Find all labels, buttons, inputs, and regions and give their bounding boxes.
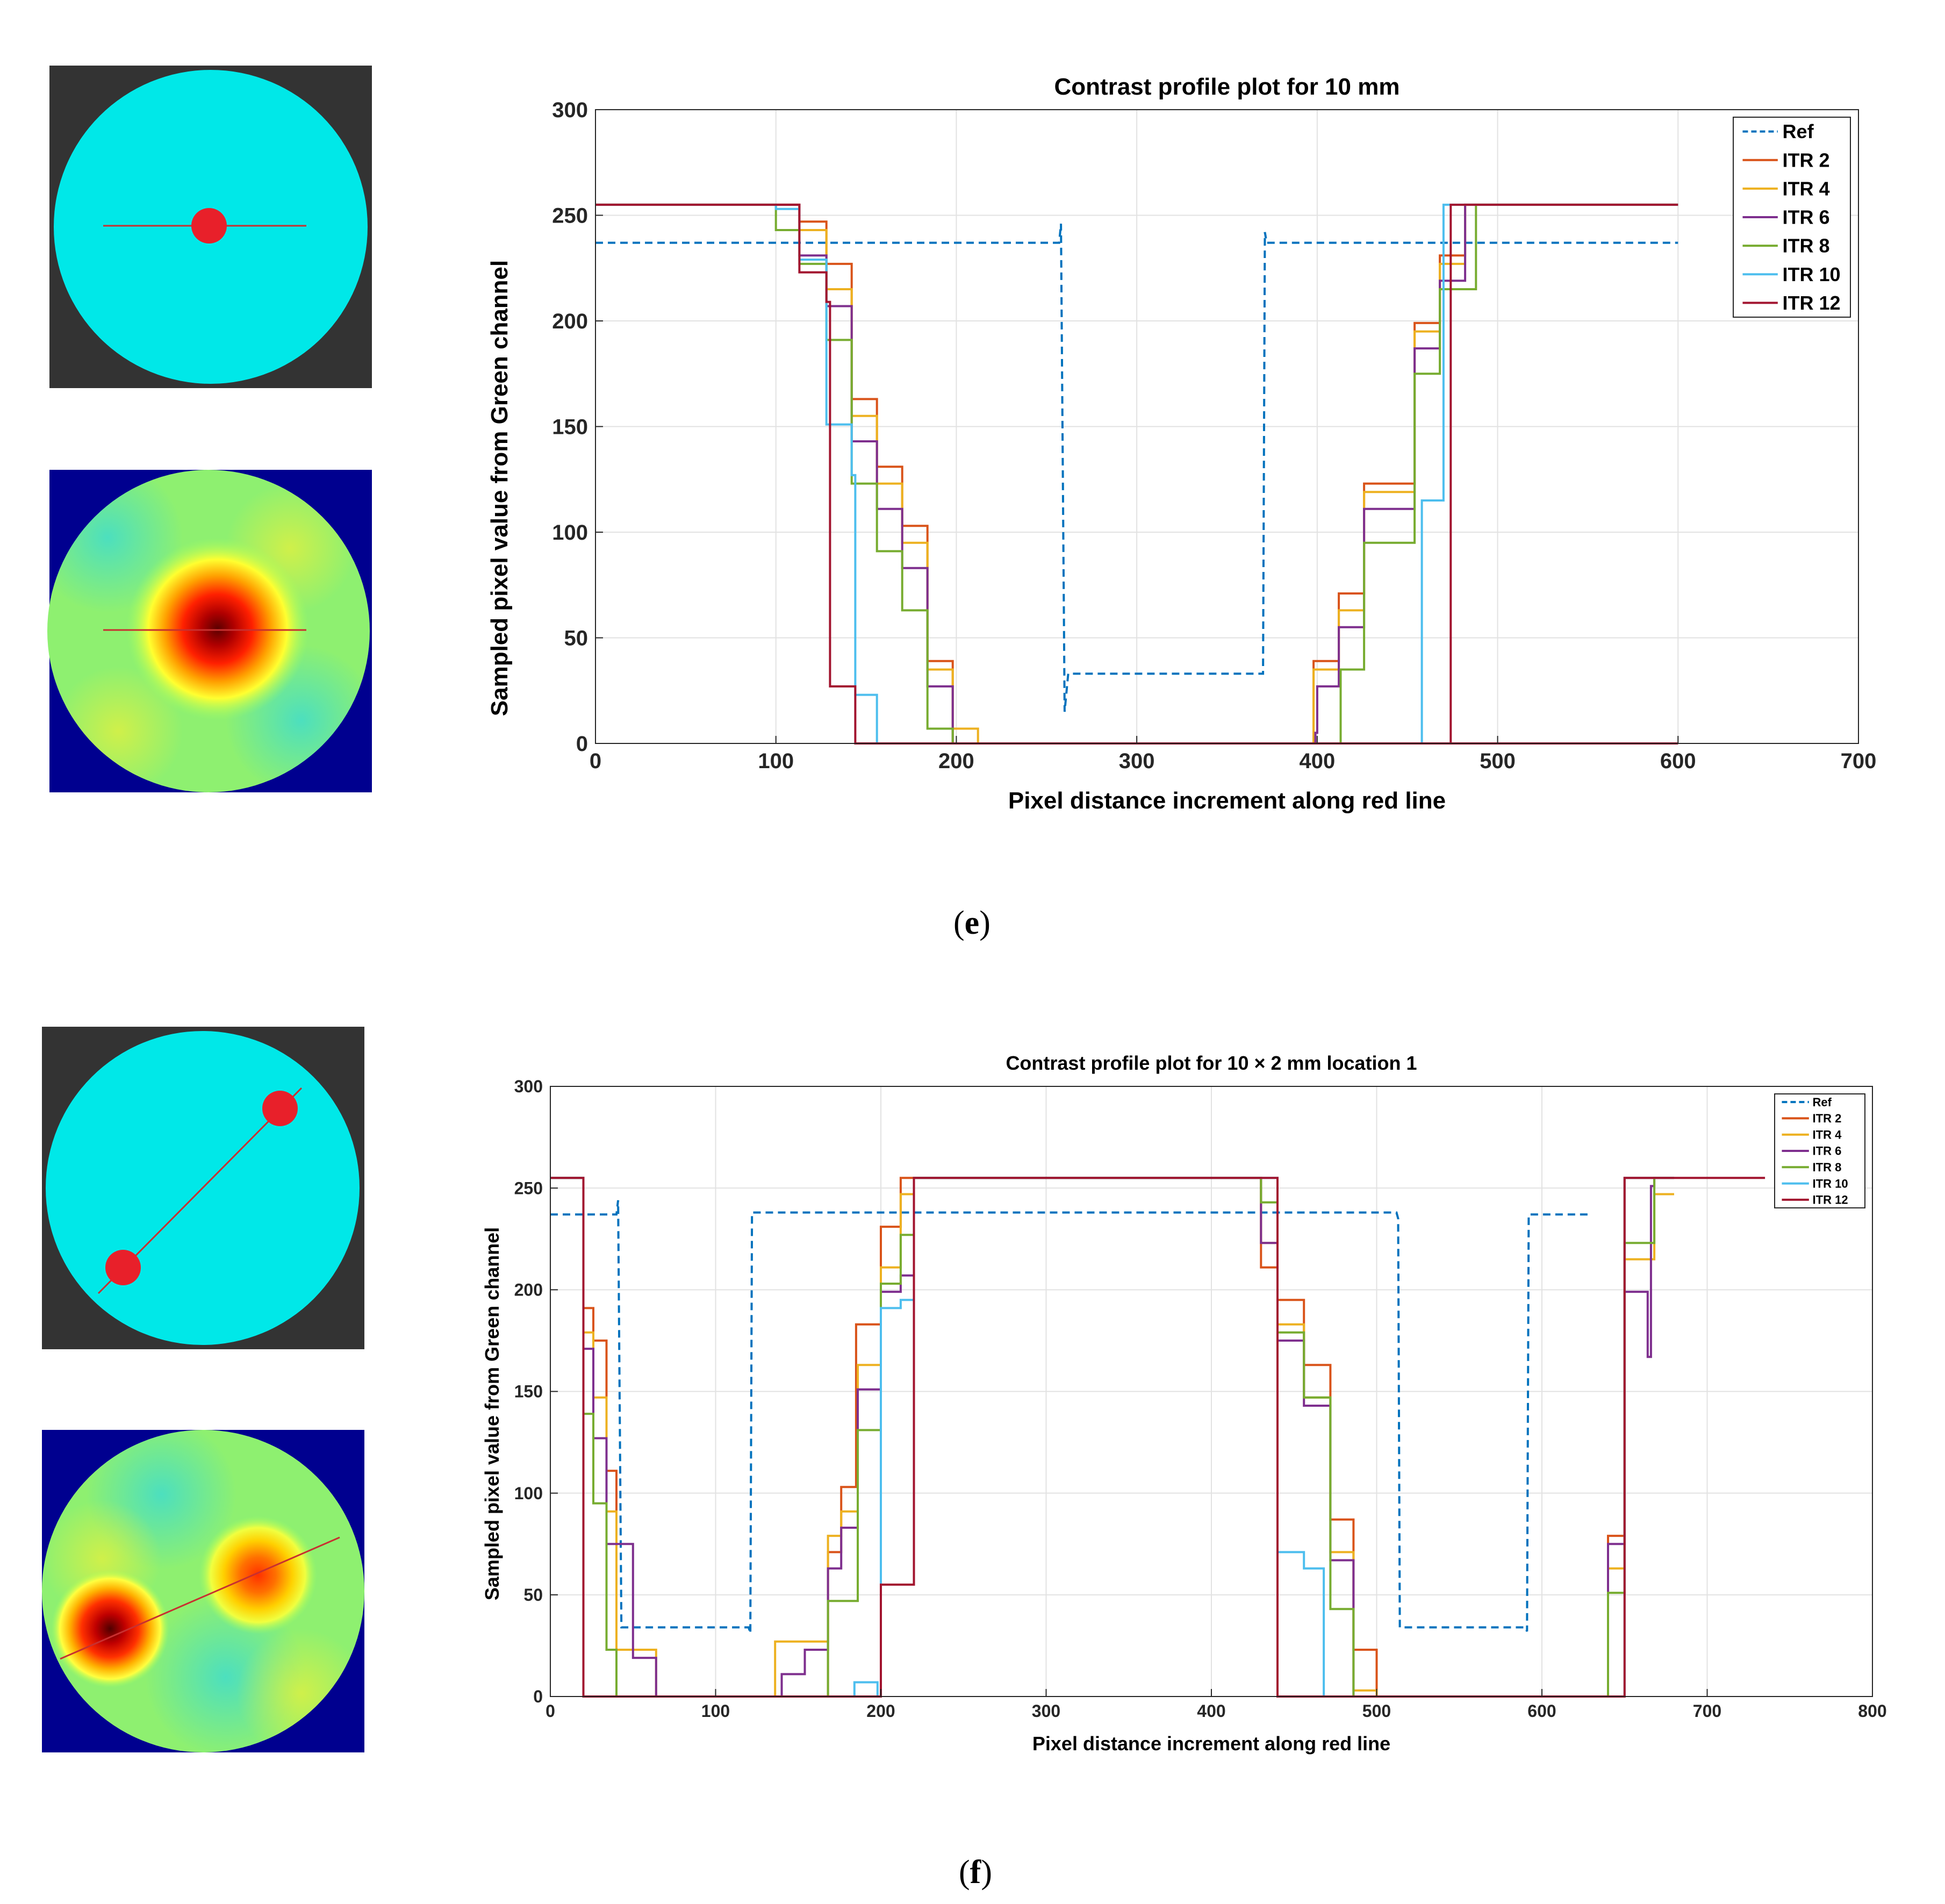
y-tick-label: 250 xyxy=(514,1178,543,1198)
x-tick-label: 200 xyxy=(866,1701,895,1721)
series-itr-8 xyxy=(550,1177,1674,1698)
series-itr-10 xyxy=(550,1177,1674,1698)
legend-label: Ref xyxy=(1783,120,1814,142)
legend-label: ITR 4 xyxy=(1783,177,1830,199)
reconstructed-inclusion-2 xyxy=(199,1516,317,1634)
series-itr-12 xyxy=(595,203,1678,745)
x-tick-label: 300 xyxy=(1119,749,1155,773)
y-tick-label: 200 xyxy=(552,310,588,333)
legend-label: ITR 6 xyxy=(1813,1144,1842,1158)
legend-label: ITR 6 xyxy=(1783,206,1830,228)
x-tick-label: 0 xyxy=(590,749,601,773)
legend: Ref ITR 2 ITR 4 ITR 6 ITR 8 ITR 10 ITR 12 xyxy=(1774,1093,1865,1208)
y-tick-label: 150 xyxy=(552,416,588,439)
x-axis-label: Pixel distance increment along red line xyxy=(1032,1733,1390,1755)
y-tick-label: 50 xyxy=(523,1585,543,1605)
y-tick-label: 0 xyxy=(576,732,588,756)
y-axis-label: Sampled pixel value from Green channel xyxy=(486,260,513,717)
chart-title: Contrast profile plot for 10 mm xyxy=(1054,74,1400,100)
x-tick-label: 700 xyxy=(1841,749,1877,773)
x-tick-label: 400 xyxy=(1299,749,1335,773)
x-tick-label: 100 xyxy=(701,1701,730,1721)
panel-label-f: (f) xyxy=(959,1854,992,1891)
legend-label: ITR 2 xyxy=(1813,1112,1842,1125)
legend-label: ITR 12 xyxy=(1813,1193,1848,1207)
inclusion-marker-1 xyxy=(262,1091,298,1126)
y-tick-label: 100 xyxy=(552,521,588,545)
legend-label: Ref xyxy=(1813,1096,1832,1109)
y-tick-label: 0 xyxy=(533,1687,543,1706)
contrast-profile-chart-e: Contrast profile plot for 10 mm Pixel di… xyxy=(486,74,1876,814)
x-tick-label: 300 xyxy=(1032,1701,1060,1721)
phantom-image-f xyxy=(42,1027,364,1349)
x-tick-label: 800 xyxy=(1858,1701,1886,1721)
series-itr-6 xyxy=(550,1177,1674,1698)
x-tick-label: 500 xyxy=(1480,749,1516,773)
phantom-image-e xyxy=(49,66,372,388)
series-itr-12 xyxy=(550,1177,1765,1698)
legend-label: ITR 4 xyxy=(1813,1128,1842,1141)
x-axis-label: Pixel distance increment along red line xyxy=(1008,788,1446,814)
y-tick-label: 100 xyxy=(514,1484,543,1503)
reconstruction-image-e xyxy=(47,470,372,792)
x-tick-label: 700 xyxy=(1693,1701,1721,1721)
inclusion-marker-2 xyxy=(105,1250,141,1285)
panel-letter: f xyxy=(970,1854,981,1891)
series-ref xyxy=(595,224,1678,712)
panel-letter: e xyxy=(964,905,980,941)
series-itr-4 xyxy=(550,1177,1674,1698)
x-tick-label: 600 xyxy=(1660,749,1696,773)
y-tick-label: 50 xyxy=(564,627,588,650)
x-tick-label: 400 xyxy=(1197,1701,1225,1721)
legend-label: ITR 12 xyxy=(1783,292,1841,314)
x-tick-label: 0 xyxy=(546,1701,555,1721)
panel-label-e: (e) xyxy=(953,905,991,941)
legend-label: ITR 8 xyxy=(1813,1161,1842,1174)
reconstructed-inclusion-1 xyxy=(51,1570,169,1688)
chart-title: Contrast profile plot for 10 × 2 mm loca… xyxy=(1006,1052,1417,1074)
reconstruction-image-f xyxy=(42,1430,364,1752)
y-axis-label: Sampled pixel value from Green channel xyxy=(481,1227,503,1600)
inclusion-marker xyxy=(191,208,227,244)
y-tick-label: 300 xyxy=(552,98,588,122)
y-tick-label: 300 xyxy=(514,1077,543,1096)
legend-label: ITR 2 xyxy=(1783,149,1830,171)
legend-label: ITR 10 xyxy=(1813,1177,1848,1190)
y-tick-label: 250 xyxy=(552,204,588,228)
x-tick-label: 500 xyxy=(1362,1701,1391,1721)
reconstructed-inclusion xyxy=(126,538,309,720)
x-tick-label: 100 xyxy=(758,749,794,773)
legend-label: ITR 10 xyxy=(1783,263,1841,285)
series-itr-2 xyxy=(550,1177,1674,1698)
profile-red-line xyxy=(60,1536,340,1660)
x-tick-label: 200 xyxy=(938,749,974,773)
contrast-profile-chart-f: Contrast profile plot for 10 × 2 mm loca… xyxy=(481,1052,1887,1755)
y-tick-label: 150 xyxy=(514,1382,543,1401)
legend-label: ITR 8 xyxy=(1783,235,1830,257)
series-ref xyxy=(550,1200,1589,1634)
x-tick-label: 600 xyxy=(1527,1701,1556,1721)
series-itr-6 xyxy=(595,203,1678,745)
legend: Ref ITR 2 ITR 4 ITR 6 ITR 8 ITR 10 ITR 12 xyxy=(1733,117,1851,318)
y-tick-label: 200 xyxy=(514,1280,543,1300)
